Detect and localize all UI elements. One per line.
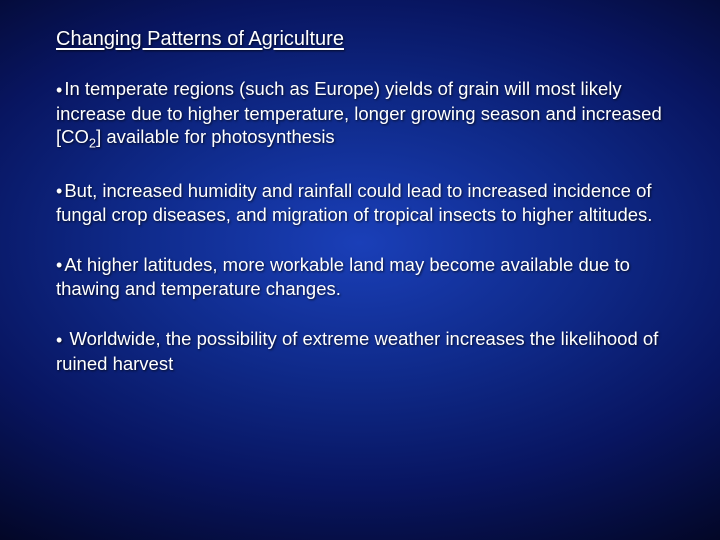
bullet-dot-icon: •	[56, 80, 62, 100]
bullet-item: • Worldwide, the possibility of extreme …	[56, 327, 672, 375]
bullet-text-post: ] available for photosynthesis	[96, 126, 335, 147]
subscript: 2	[89, 136, 96, 151]
slide-title: Changing Patterns of Agriculture	[56, 28, 672, 51]
bullet-text: At higher latitudes, more workable land …	[56, 254, 630, 300]
bullet-text: Worldwide, the possibility of extreme we…	[56, 328, 658, 374]
bullet-dot-icon: •	[56, 255, 62, 275]
bullet-item: •But, increased humidity and rainfall co…	[56, 179, 672, 227]
bullet-item: •At higher latitudes, more workable land…	[56, 253, 672, 301]
bullet-item: •In temperate regions (such as Europe) y…	[56, 77, 672, 153]
bullet-dot-icon: •	[56, 181, 62, 201]
bullet-text: But, increased humidity and rainfall cou…	[56, 180, 652, 226]
bullet-dot-icon: •	[56, 330, 62, 350]
